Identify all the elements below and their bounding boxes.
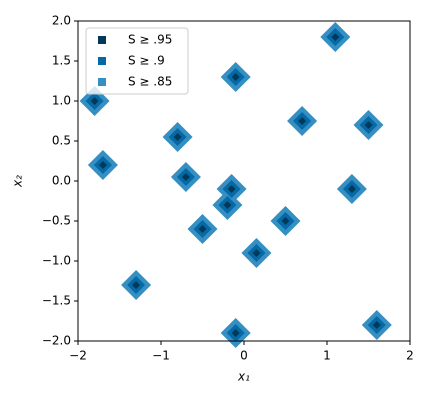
y-tick-label: −1.0 [42,254,71,268]
diamond-marker [331,33,340,41]
x-tick-label: 1 [323,349,331,363]
legend-marker [98,36,106,44]
y-tick-label: 0.5 [52,134,71,148]
diamond-marker [98,161,107,169]
y-tick-label: −2.0 [42,334,71,348]
x-tick-label: −2 [69,349,87,363]
x-axis-label: x₁ [237,370,250,384]
y-tick-label: −0.5 [42,214,71,228]
diamond-marker [173,133,182,141]
legend-marker [98,78,106,86]
diamond-marker [227,185,236,193]
legend-marker [98,57,106,65]
diamond-marker [347,185,356,193]
diamond-marker [231,329,240,337]
diamond-marker [132,281,141,289]
legend-label: S ≥ .95 [128,33,172,47]
y-axis-label: x₂ [11,175,25,188]
y-tick-label: 1.0 [52,94,71,108]
diamond-marker [372,321,381,329]
legend-label: S ≥ .9 [128,54,165,68]
legend-box [85,27,189,95]
y-tick-label: 0.0 [52,174,71,188]
diamond-marker [364,121,373,129]
diamond-marker [181,173,190,181]
diamond-marker [231,73,240,81]
legend: S ≥ .95 S ≥ .9 S ≥ .85 [85,27,189,95]
diamond-marker [223,201,232,209]
x-tick-label: 0 [240,349,248,363]
x-tick-label: 2 [406,349,414,363]
legend-label: S ≥ .85 [128,75,172,89]
diamond-marker [252,249,261,257]
y-tick-label: −1.5 [42,294,71,308]
diamond-marker [90,97,99,105]
diamond-marker [198,225,207,233]
x-tick-label: −1 [152,349,170,363]
diamond-marker [281,217,290,225]
y-tick-label: 1.5 [52,54,71,68]
diamond-marker [298,117,307,125]
y-tick-label: 2.0 [52,14,71,28]
